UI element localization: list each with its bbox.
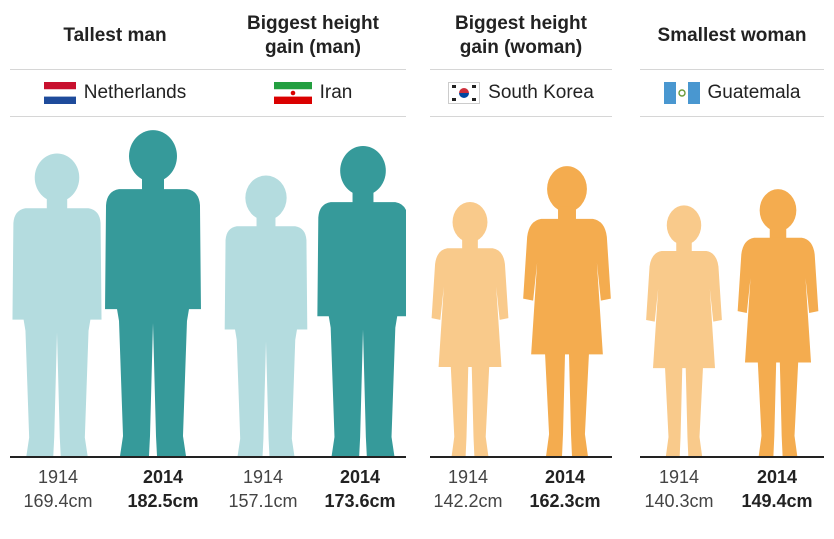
height-label: 162.3cm xyxy=(529,491,601,511)
panel-biggest-gain-man: Biggest height gain (man) Iran 1914 157.… xyxy=(220,0,406,539)
label-2014: 2014 182.5cm xyxy=(108,465,218,513)
height-label: 149.4cm xyxy=(741,491,813,511)
label-1914: 1914 142.2cm xyxy=(413,465,523,513)
country-row: Guatemala xyxy=(640,69,824,117)
country-name: Iran xyxy=(319,82,353,103)
figure-1914 xyxy=(224,175,308,456)
panel-biggest-gain-woman: Biggest height gain (woman) South Korea … xyxy=(430,0,612,539)
label-2014: 2014 162.3cm xyxy=(510,465,620,513)
label-1914: 1914 169.4cm xyxy=(3,465,113,513)
panel-title: Biggest height gain (man) xyxy=(247,13,379,58)
iran-flag-icon xyxy=(273,82,312,104)
height-label: 182.5cm xyxy=(127,491,199,511)
label-1914: 1914 157.1cm xyxy=(208,465,318,513)
year-label: 2014 xyxy=(142,467,184,487)
netherlands-flag-icon xyxy=(43,82,76,104)
panel-smallest-woman: Smallest woman Guatemala 1914 140.3cm 20… xyxy=(640,0,824,539)
panel-title: Biggest height gain (woman) xyxy=(455,13,587,58)
baseline xyxy=(10,456,220,458)
baseline xyxy=(430,456,612,458)
year-label: 1914 xyxy=(242,467,284,487)
figure-2014 xyxy=(317,146,406,456)
height-label: 173.6cm xyxy=(324,491,396,511)
height-label: 157.1cm xyxy=(228,491,298,511)
country-row: South Korea xyxy=(430,69,612,117)
figures xyxy=(431,166,611,456)
panel-title: Tallest man xyxy=(63,25,167,46)
country-name: Guatemala xyxy=(707,82,801,103)
panel-title: Smallest woman xyxy=(657,25,807,46)
figure-2014 xyxy=(523,166,611,456)
panel-tallest-man: Tallest man Netherlands 1914 169.4cm 201… xyxy=(10,0,220,539)
figures xyxy=(12,130,201,456)
label-2014: 2014 149.4cm xyxy=(722,465,832,513)
figures xyxy=(646,189,819,456)
country-name: Netherlands xyxy=(83,82,187,103)
height-label: 169.4cm xyxy=(23,491,93,511)
year-label: 2014 xyxy=(544,467,586,487)
guatemala-flag-icon xyxy=(663,82,700,104)
figures xyxy=(224,146,406,456)
country-row: Netherlands xyxy=(10,69,220,117)
figure-1914 xyxy=(431,202,509,456)
year-label: 1914 xyxy=(658,467,700,487)
year-label: 1914 xyxy=(447,467,489,487)
height-label: 140.3cm xyxy=(644,491,714,511)
figure-1914 xyxy=(12,153,102,456)
baseline xyxy=(220,456,406,458)
year-label: 1914 xyxy=(37,467,79,487)
baseline xyxy=(640,456,824,458)
label-2014: 2014 173.6cm xyxy=(305,465,415,513)
year-label: 2014 xyxy=(756,467,798,487)
figure-2014 xyxy=(105,130,201,456)
south-korea-flag-icon xyxy=(448,82,481,104)
figure-2014 xyxy=(737,189,819,456)
country-name: South Korea xyxy=(488,82,594,103)
year-label: 2014 xyxy=(339,467,381,487)
figure-1914 xyxy=(646,205,722,456)
label-1914: 1914 140.3cm xyxy=(624,465,734,513)
country-row: Iran xyxy=(220,69,406,117)
height-label: 142.2cm xyxy=(433,491,503,511)
